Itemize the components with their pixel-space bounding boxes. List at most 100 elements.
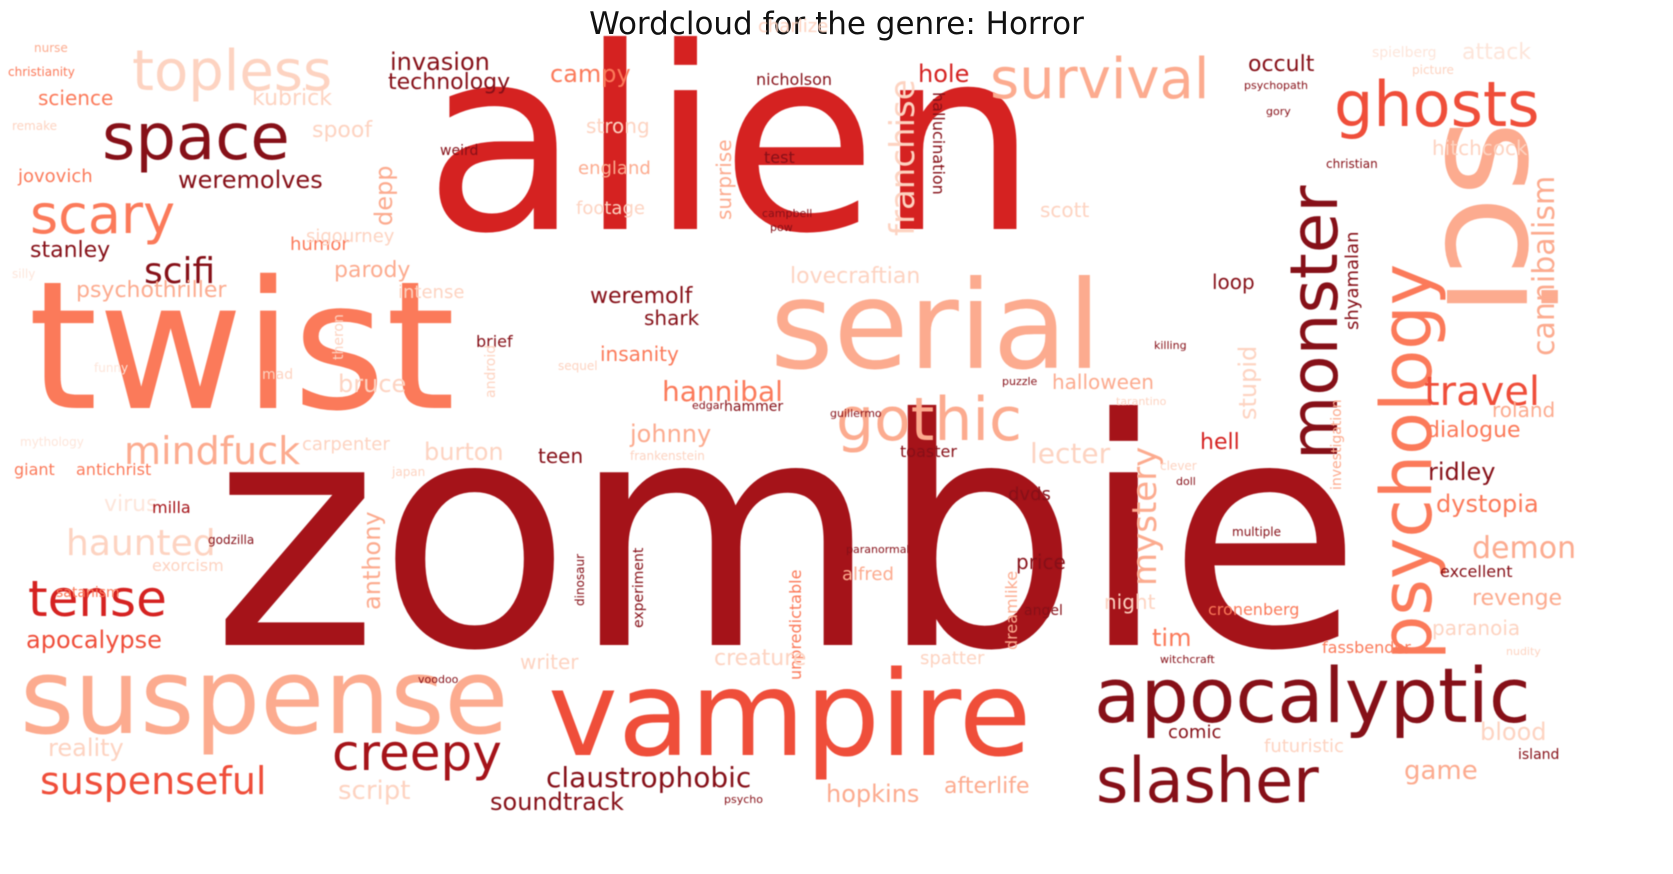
- word: psycho: [724, 793, 763, 806]
- word: alien: [424, 0, 1039, 289]
- word: test: [764, 148, 795, 167]
- word: tim: [1152, 624, 1192, 652]
- word: futuristic: [1264, 736, 1344, 757]
- word: claustrophobic: [546, 761, 752, 794]
- word: teen: [538, 444, 584, 468]
- word: christianity: [8, 65, 75, 79]
- word: gothic: [836, 385, 1023, 455]
- word: comic: [1168, 722, 1222, 743]
- word: night: [1104, 590, 1156, 614]
- word: lovecraftian: [790, 264, 921, 289]
- word: revenge: [1472, 586, 1563, 611]
- word: hannibal: [662, 375, 783, 408]
- word: shyamalan: [1342, 231, 1363, 330]
- word: johnny: [630, 420, 712, 448]
- word: scifi: [144, 251, 216, 292]
- word: demon: [1472, 531, 1577, 566]
- word: england: [578, 158, 651, 179]
- word: technology: [388, 70, 511, 95]
- word: investigation: [1329, 399, 1345, 490]
- word: fassbender: [1322, 638, 1411, 657]
- word: carpenter: [302, 434, 390, 455]
- word: science: [38, 86, 114, 110]
- word: scary: [30, 183, 176, 246]
- word: dvds: [1008, 484, 1051, 505]
- word: apocalyptic: [1094, 651, 1531, 740]
- word: remake: [12, 119, 57, 133]
- word: dinosaur: [573, 553, 587, 606]
- word: paranormal: [846, 543, 910, 556]
- word: nudity: [1506, 645, 1541, 658]
- word: scott: [1040, 198, 1090, 222]
- word: hopkins: [826, 780, 920, 808]
- word: humor: [290, 234, 349, 255]
- word: weird: [440, 143, 479, 159]
- word: exorcism: [152, 556, 224, 575]
- word: twist: [28, 243, 456, 450]
- word: tarantino: [1116, 395, 1167, 408]
- word: creature: [714, 646, 807, 671]
- word: multiple: [1232, 525, 1282, 539]
- word: pow: [770, 221, 793, 234]
- word: alfred: [842, 564, 894, 585]
- word: spoof: [312, 118, 373, 143]
- word: serial: [770, 255, 1102, 397]
- word: franchise: [883, 79, 923, 236]
- word: zombie: [212, 352, 1362, 720]
- word: nurse: [34, 41, 68, 55]
- word: hell: [1200, 430, 1240, 455]
- word: topless: [132, 39, 333, 104]
- word: hallucination: [929, 92, 948, 195]
- word: roland: [1492, 398, 1556, 422]
- word: reality: [48, 734, 124, 762]
- word: hitchcock: [1432, 136, 1528, 160]
- word: japan: [392, 465, 426, 479]
- word: strong: [586, 114, 650, 138]
- word: island: [1518, 747, 1560, 763]
- word: paranoia: [1432, 616, 1521, 640]
- word: blood: [1480, 718, 1547, 746]
- word: spatter: [920, 648, 985, 669]
- word: mindfuck: [124, 429, 301, 473]
- word: loop: [1212, 270, 1255, 294]
- word: burton: [424, 438, 504, 466]
- word: footage: [576, 198, 645, 219]
- word: travel: [1424, 369, 1541, 415]
- word: campbell: [762, 207, 813, 220]
- word: mythology: [20, 435, 84, 449]
- word: charlize: [758, 16, 829, 37]
- word: excellent: [1440, 562, 1513, 581]
- word: witchcraft: [1160, 653, 1215, 666]
- word: stanley: [30, 238, 111, 263]
- word: jovovich: [18, 166, 93, 187]
- word: afterlife: [944, 774, 1030, 799]
- word: suspense: [20, 636, 509, 758]
- word: theron: [331, 314, 347, 360]
- word: virus: [104, 492, 158, 517]
- word: haunted: [66, 523, 216, 564]
- word: soundtrack: [490, 788, 624, 816]
- word: game: [1404, 756, 1478, 786]
- word: funny: [94, 361, 129, 375]
- word: hammer: [724, 399, 784, 415]
- word: doll: [1176, 475, 1196, 488]
- word: godzilla: [208, 533, 255, 547]
- word: lecter: [1030, 437, 1111, 470]
- word: milla: [152, 498, 191, 517]
- word: brief: [476, 332, 513, 351]
- word: sequel: [558, 359, 598, 373]
- word: gory: [1266, 105, 1291, 118]
- word: sigourney: [306, 226, 395, 247]
- word: cannibalism: [1527, 175, 1562, 356]
- word: stupid: [1234, 345, 1262, 420]
- word: survival: [990, 47, 1210, 112]
- word: psychopath: [1244, 79, 1308, 92]
- word: intense: [398, 282, 465, 303]
- word: silly: [12, 267, 36, 281]
- word: experiment: [631, 547, 647, 628]
- word: frankenstein: [630, 449, 705, 463]
- word: angel: [1024, 603, 1063, 619]
- word: apocalypse: [26, 626, 162, 654]
- word: spielberg: [1372, 45, 1437, 61]
